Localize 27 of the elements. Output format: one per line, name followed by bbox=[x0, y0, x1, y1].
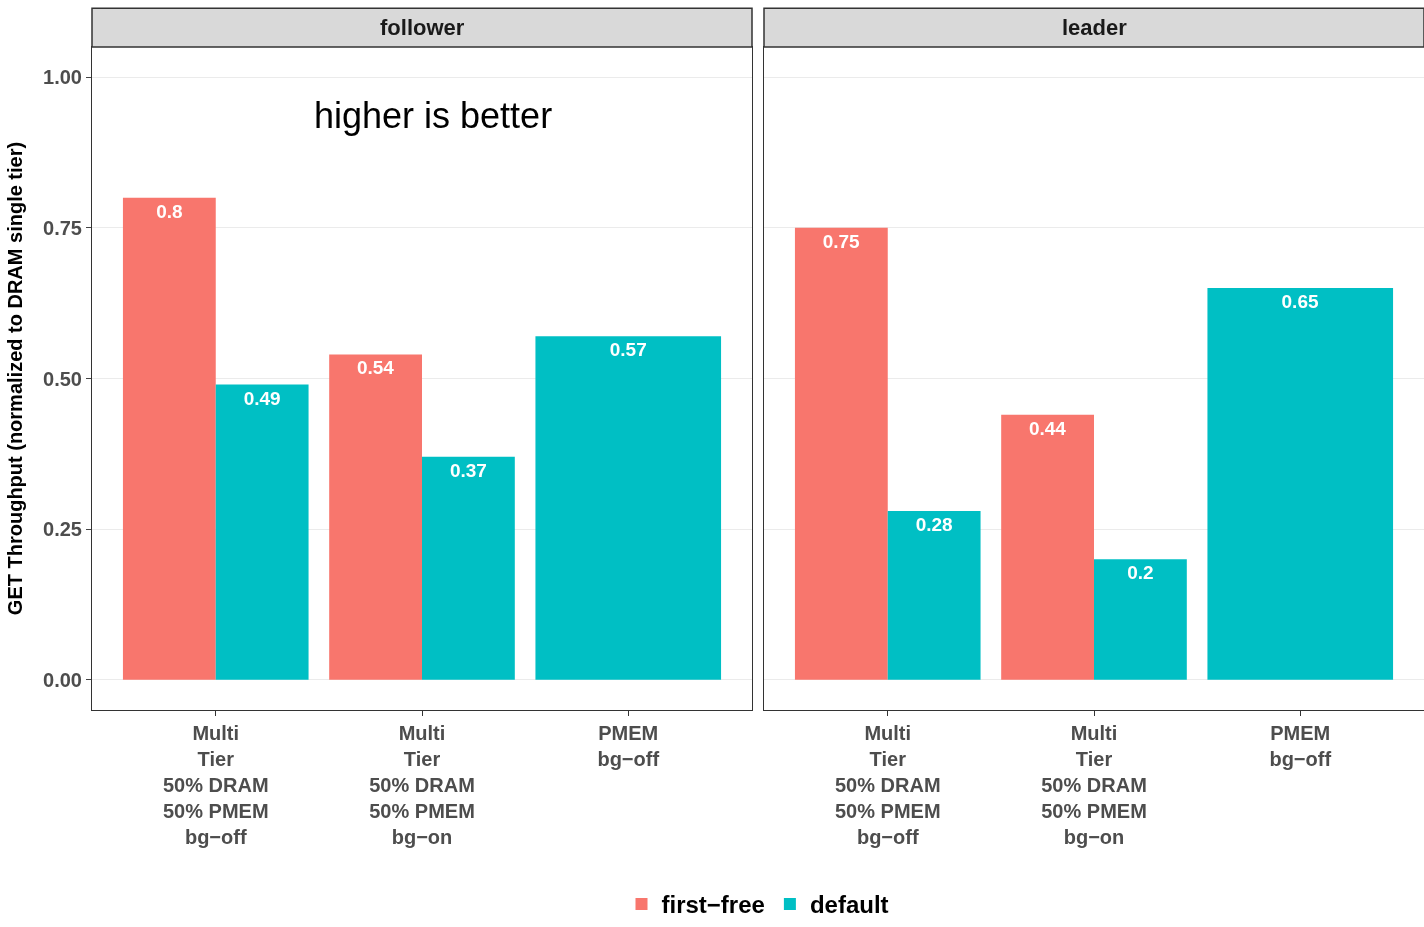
data-label: 0.57 bbox=[609, 339, 647, 361]
chart-title: follower bbox=[380, 15, 465, 40]
y-tick-label: 0.00 bbox=[43, 668, 82, 691]
data-label: 0.8 bbox=[156, 200, 183, 222]
x-tick-label: Multi Tier 50% DRAM 50% PMEM bg−on bbox=[1041, 722, 1147, 848]
chart-title: leader bbox=[1062, 15, 1128, 40]
legend-label: first−free bbox=[661, 891, 765, 919]
y-tick-label: 0.75 bbox=[43, 216, 82, 239]
data-label: 0.75 bbox=[822, 230, 861, 252]
data-label: 0.2 bbox=[1127, 562, 1154, 584]
data-label: 0.49 bbox=[243, 387, 281, 409]
y-axis-title: GET Throughput (normalized to DRAM single tier) bbox=[3, 141, 26, 616]
data-label: 0.37 bbox=[449, 459, 487, 481]
y-tick-label: 0.25 bbox=[43, 518, 82, 541]
y-tick-label: 1.00 bbox=[43, 66, 82, 89]
data-label: 0.28 bbox=[915, 514, 953, 536]
x-tick-label: PMEM bg−off bbox=[597, 722, 660, 770]
data-label: 0.44 bbox=[1028, 417, 1067, 439]
x-tick-label: PMEM bg−off bbox=[1269, 722, 1332, 770]
y-tick-label: 0.50 bbox=[43, 367, 82, 390]
annotation: higher is better bbox=[314, 95, 553, 136]
legend-label: default bbox=[809, 891, 889, 919]
data-label: 0.54 bbox=[356, 357, 395, 379]
x-tick-label: Multi Tier 50% DRAM 50% PMEM bg−off bbox=[834, 722, 941, 848]
x-tick-label: Multi Tier 50% DRAM 50% PMEM bg−off bbox=[162, 722, 269, 848]
data-label: 0.65 bbox=[1281, 291, 1319, 313]
x-tick-label: Multi Tier 50% DRAM 50% PMEM bg−on bbox=[369, 722, 475, 848]
